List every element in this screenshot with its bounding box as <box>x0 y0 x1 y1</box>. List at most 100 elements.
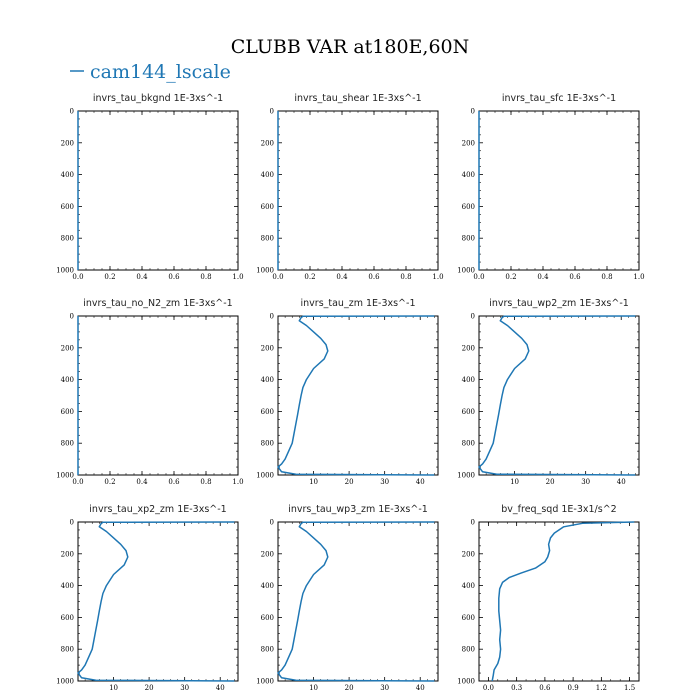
y-tick-label: 800 <box>261 646 274 654</box>
x-tick-label: 0.2 <box>304 273 315 281</box>
y-tick-label: 1000 <box>56 678 74 686</box>
y-tick-label: 200 <box>61 344 74 352</box>
plot-frame <box>77 110 239 271</box>
x-tick-label: 0.6 <box>168 273 180 281</box>
y-tick-label: 1000 <box>457 472 475 480</box>
y-tick-label: 600 <box>462 203 475 211</box>
plot-frame <box>277 521 439 682</box>
y-tick-label: 800 <box>261 440 274 448</box>
y-tick-label: 1000 <box>457 678 475 686</box>
x-tick-label: 40 <box>617 478 626 486</box>
x-tick-label: 0.0 <box>483 684 494 692</box>
y-tick-label: 600 <box>261 408 274 416</box>
panel-2: invrs_tau_shear 1E-3xs^-1 0 200 400 600 800 10… <box>256 93 443 281</box>
x-tick-label: 30 <box>380 478 389 486</box>
x-tick-label: 40 <box>216 684 225 692</box>
x-tick-label: 0.8 <box>200 273 211 281</box>
y-tick-label: 400 <box>462 376 475 384</box>
y-tick-label: 200 <box>61 550 74 558</box>
y-tick-label: 1000 <box>256 678 274 686</box>
plot-frame <box>77 521 239 682</box>
plot-frame <box>478 110 640 271</box>
x-tick-label: 1.2 <box>596 684 607 692</box>
y-tick-label: 400 <box>462 582 475 590</box>
x-tick-label: 20 <box>345 478 354 486</box>
y-tick-label: 200 <box>61 139 74 147</box>
y-tick-label: 200 <box>261 344 274 352</box>
y-tick-label: 0 <box>70 313 74 321</box>
panel-title: bv_freq_sqd 1E-3x1/s^2 <box>501 504 616 515</box>
plot-frame <box>277 315 439 476</box>
y-tick-label: 600 <box>261 203 274 211</box>
y-tick-label: 1000 <box>457 267 475 275</box>
x-tick-label: 0.4 <box>136 273 148 281</box>
y-tick-label: 200 <box>261 550 274 558</box>
y-tick-label: 0 <box>70 108 74 116</box>
panel-title: invrs_tau_wp3_zm 1E-3xs^-1 <box>288 504 428 515</box>
y-tick-label: 200 <box>462 550 475 558</box>
x-tick-label: 10 <box>309 684 318 692</box>
x-tick-label: 30 <box>581 478 590 486</box>
plot-frame <box>77 315 239 476</box>
series-line <box>77 521 235 682</box>
y-tick-label: 1000 <box>56 472 74 480</box>
series-line <box>277 521 435 682</box>
panel-title: invrs_tau_no_N2_zm 1E-3xs^-1 <box>83 298 232 309</box>
y-tick-label: 400 <box>462 171 475 179</box>
y-tick-label: 0 <box>471 519 475 527</box>
y-tick-label: 600 <box>61 614 74 622</box>
y-tick-label: 0 <box>471 313 475 321</box>
plot-frame <box>478 315 640 476</box>
panel-5: invrs_tau_zm 1E-3xs^-1 0 200 400 600 800 1000 1… <box>256 298 439 486</box>
x-tick-label: 0.4 <box>336 273 348 281</box>
x-tick-label: 0.0 <box>473 273 484 281</box>
figure-title: CLUBB VAR at180E,60N <box>231 36 470 58</box>
x-tick-label: 0.4 <box>136 478 148 486</box>
x-tick-label: 1.0 <box>232 273 243 281</box>
y-tick-label: 0 <box>471 108 475 116</box>
y-tick-label: 800 <box>61 440 74 448</box>
x-tick-label: 1.0 <box>232 478 243 486</box>
y-tick-label: 600 <box>462 408 475 416</box>
x-tick-label: 0.8 <box>601 273 612 281</box>
x-tick-label: 0.3 <box>511 684 522 692</box>
series-line <box>478 315 636 476</box>
y-tick-label: 800 <box>462 235 475 243</box>
legend: cam144_lscale <box>70 61 231 83</box>
panel-title: invrs_tau_zm 1E-3xs^-1 <box>301 298 416 309</box>
x-tick-label: 0.8 <box>400 273 411 281</box>
panels: invrs_tau_bkgnd 1E-3xs^-1020040060080010… <box>56 93 644 692</box>
x-tick-label: 0.2 <box>505 273 516 281</box>
x-tick-label: 1.5 <box>624 684 635 692</box>
x-tick-label: 20 <box>345 684 354 692</box>
panel-9: bv_freq_sqd 1E-3x1/s^2 0 200 400 600 800 1000 0… <box>457 504 640 692</box>
y-tick-label: 800 <box>61 646 74 654</box>
y-tick-label: 600 <box>261 614 274 622</box>
x-tick-label: 30 <box>180 684 189 692</box>
panel-3: invrs_tau_sfc 1E-3xs^-1 0 200 400 600 800 1000… <box>457 93 644 281</box>
y-tick-label: 400 <box>261 582 274 590</box>
x-tick-label: 0.6 <box>168 478 180 486</box>
y-tick-label: 800 <box>261 235 274 243</box>
y-tick-label: 0 <box>270 519 274 527</box>
panel-6: invrs_tau_wp2_zm 1E-3xs^-1 0 200 400 600 800 1… <box>457 298 640 486</box>
y-tick-label: 400 <box>261 376 274 384</box>
y-tick-label: 600 <box>462 614 475 622</box>
y-tick-label: 400 <box>61 171 74 179</box>
y-tick-label: 1000 <box>256 267 274 275</box>
panel-1: invrs_tau_bkgnd 1E-3xs^-1 0 200 400 600 800 10… <box>56 93 243 281</box>
x-tick-label: 20 <box>546 478 555 486</box>
y-tick-label: 0 <box>270 313 274 321</box>
x-tick-label: 40 <box>416 684 425 692</box>
panel-title: invrs_tau_xp2_zm 1E-3xs^-1 <box>89 504 226 515</box>
x-tick-label: 0.0 <box>272 273 283 281</box>
y-tick-label: 600 <box>61 203 74 211</box>
x-tick-label: 0.2 <box>104 273 115 281</box>
x-tick-label: 0.8 <box>200 478 211 486</box>
y-tick-label: 800 <box>61 235 74 243</box>
x-tick-label: 1.0 <box>432 273 443 281</box>
x-tick-label: 10 <box>510 478 519 486</box>
x-tick-label: 1.0 <box>633 273 644 281</box>
y-tick-label: 600 <box>61 408 74 416</box>
